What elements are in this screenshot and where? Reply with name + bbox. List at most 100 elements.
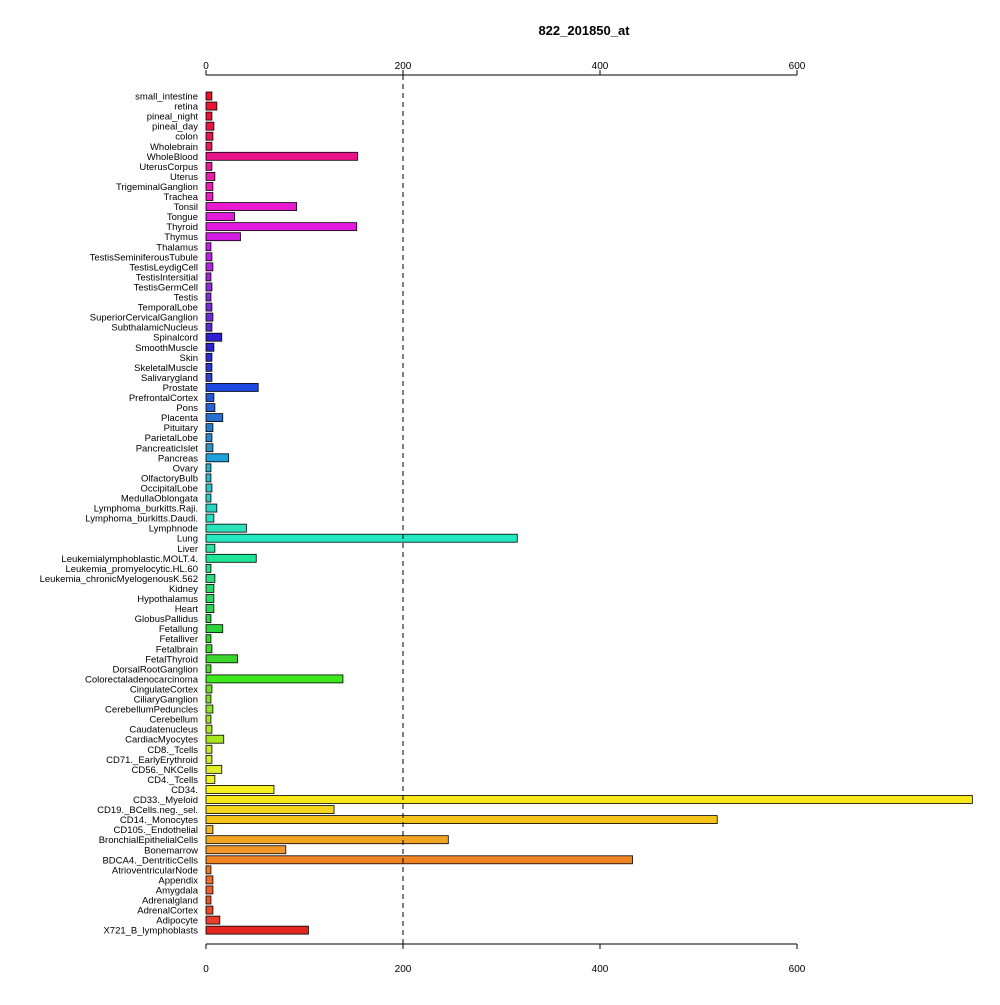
top-axis-tick-label: 400 bbox=[592, 61, 609, 72]
bar-Amygdala bbox=[205, 885, 214, 895]
bar-Kidney bbox=[205, 584, 215, 593]
chart-title: 822_201850_at bbox=[538, 23, 630, 38]
bar-CingulateCortex bbox=[205, 684, 213, 694]
bar-MedullaOblongata bbox=[205, 493, 212, 503]
category-label: Thymus bbox=[164, 232, 198, 243]
bar-Skin bbox=[205, 352, 213, 362]
bar-Leukemia_chronicMyelogenousK.562 bbox=[205, 574, 216, 583]
category-label: Spinalcord bbox=[153, 333, 198, 344]
category-label: Prostate bbox=[163, 383, 198, 394]
bar-Pituitary bbox=[205, 423, 214, 433]
category-label: Colorectaladenocarcinoma bbox=[85, 674, 199, 685]
bar-Trachea bbox=[205, 192, 214, 201]
category-label: TestisLeydigCell bbox=[129, 262, 198, 273]
bar-Caudatenucleus bbox=[205, 724, 213, 734]
category-label: Adipocyte bbox=[156, 916, 198, 927]
bar-SkeletalMuscle bbox=[205, 362, 213, 372]
category-label: CD71._EarlyErythroid bbox=[106, 755, 198, 766]
bar-Prostate bbox=[205, 383, 259, 392]
category-label: Ovary bbox=[173, 463, 199, 474]
category-label: SubthalamicNucleus bbox=[111, 323, 198, 334]
bar-Tongue bbox=[205, 212, 235, 222]
axes: 0 200 400 600 0 200 400 600 bbox=[203, 61, 806, 975]
category-label: CerebellumPeduncles bbox=[105, 705, 198, 716]
category-label: Adrenalgland bbox=[142, 896, 198, 907]
category-label: ParietalLobe bbox=[145, 433, 198, 444]
bar-TestisGermCell bbox=[205, 282, 213, 292]
category-label: Leukemialymphoblastic.MOLT.4. bbox=[61, 554, 198, 565]
bar-Lymphoma_burkitts.Daudi. bbox=[205, 513, 215, 523]
bar-UterusCorpus bbox=[205, 161, 213, 171]
bar-Wholebrain bbox=[205, 141, 213, 151]
category-label: TestisIntersitial bbox=[136, 272, 198, 283]
category-label: CD19._BCells.neg._sel. bbox=[97, 805, 198, 816]
bar-Thalamus bbox=[205, 242, 212, 252]
category-label: CD8._Tcells bbox=[147, 745, 198, 756]
top-axis-tick-label: 600 bbox=[789, 61, 806, 72]
category-label: SkeletalMuscle bbox=[134, 363, 198, 374]
bar-AtrioventricularNode bbox=[205, 865, 212, 875]
bar-CD4._Tcells bbox=[205, 775, 216, 784]
bar-Bonemarrow bbox=[205, 845, 287, 855]
bar-Fetallung bbox=[205, 624, 224, 634]
category-label: Placenta bbox=[161, 413, 199, 424]
bar-BronchialEpithelialCells bbox=[205, 835, 449, 845]
top-axis-tick-label: 0 bbox=[203, 61, 209, 72]
category-label: CD33._Myeloid bbox=[133, 795, 198, 806]
bar-TestisIntersitial bbox=[205, 272, 212, 282]
bar-Heart bbox=[205, 604, 215, 613]
category-label: GlobusPallidus bbox=[135, 614, 199, 625]
bar-Colorectaladenocarcinoma bbox=[205, 674, 344, 684]
bar-Pons bbox=[205, 403, 216, 412]
category-label: CD4._Tcells bbox=[147, 775, 198, 786]
bar-Leukemialymphoblastic.MOLT.4. bbox=[205, 553, 257, 563]
category-label: Fetalbrain bbox=[156, 644, 198, 655]
category-label: AtrioventricularNode bbox=[112, 865, 198, 876]
bar-GlobusPallidus bbox=[205, 614, 212, 623]
category-label: CD56._NKCells bbox=[131, 765, 198, 776]
bars bbox=[205, 91, 973, 935]
category-label: Bonemarrow bbox=[144, 845, 198, 856]
category-label: PancreaticIslet bbox=[136, 443, 199, 454]
bar-colon bbox=[205, 131, 214, 141]
bar-SubthalamicNucleus bbox=[205, 322, 213, 332]
bar-CD71._EarlyErythroid bbox=[205, 754, 213, 764]
bar-Lymphnode bbox=[205, 523, 247, 533]
bar-Placenta bbox=[205, 413, 224, 423]
category-label: retina bbox=[174, 102, 198, 113]
bottom-axis-tick-label: 400 bbox=[592, 964, 609, 975]
bar-OccipitalLobe bbox=[205, 483, 213, 493]
category-label: MedullaOblongata bbox=[121, 494, 199, 505]
bar-PrefrontalCortex bbox=[205, 393, 215, 402]
bar-Appendix bbox=[205, 875, 214, 885]
category-label: BDCA4._DentriticCells bbox=[102, 855, 198, 866]
bar-SuperiorCervicalGanglion bbox=[205, 312, 214, 322]
bar-Adrenalgland bbox=[205, 895, 212, 905]
bar-Uterus bbox=[205, 171, 216, 181]
bar-CD19._BCells.neg._sel. bbox=[205, 805, 335, 814]
bar-Leukemia_promyelocytic.HL.60 bbox=[205, 563, 212, 573]
category-label: Thalamus bbox=[156, 242, 198, 253]
bar-ParietalLobe bbox=[205, 433, 213, 443]
bottom-axis-tick-label: 0 bbox=[203, 964, 209, 975]
category-label: Pancreas bbox=[158, 453, 198, 464]
bar-AdrenalCortex bbox=[205, 905, 214, 915]
bar-CiliaryGanglion bbox=[205, 694, 212, 704]
bar-Tonsil bbox=[205, 202, 298, 211]
bar-WholeBlood bbox=[205, 151, 359, 161]
category-label: Wholebrain bbox=[150, 142, 198, 153]
bar-OlfactoryBulb bbox=[205, 473, 212, 483]
category-label: OccipitalLobe bbox=[140, 483, 198, 494]
category-label: BronchialEpithelialCells bbox=[99, 835, 199, 846]
bar-CD14._Monocytes bbox=[205, 815, 718, 824]
category-label: SmoothMuscle bbox=[135, 343, 198, 354]
category-label: CD34. bbox=[171, 785, 198, 796]
category-label: Salivarygland bbox=[141, 373, 198, 384]
category-label: Cerebellum bbox=[149, 715, 198, 726]
category-label: CD105._Endothelial bbox=[113, 825, 198, 836]
category-label: Pons bbox=[176, 403, 198, 414]
bar-CD8._Tcells bbox=[205, 744, 213, 754]
bar-Cerebellum bbox=[205, 714, 212, 724]
category-label: Pituitary bbox=[164, 423, 199, 434]
